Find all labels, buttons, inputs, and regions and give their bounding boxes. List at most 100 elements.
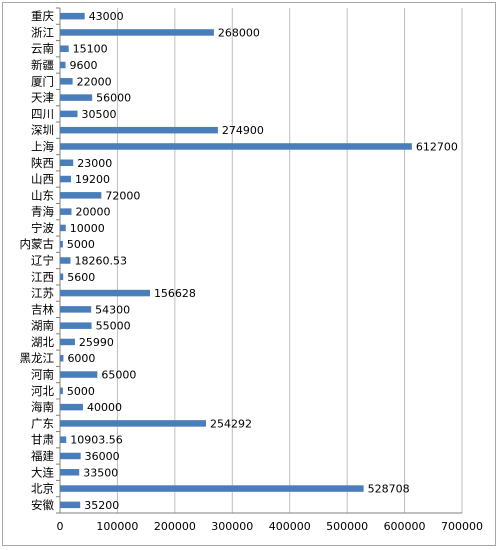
- bar: [60, 94, 93, 101]
- bar: [60, 322, 92, 329]
- x-tick-label: 100000: [96, 520, 138, 533]
- bar-chart: 0 100000 200000 300000 400000 500000 600000 700…: [20, 7, 483, 533]
- bar: [60, 45, 69, 52]
- data-label: 25990: [79, 336, 114, 349]
- data-label: 54300: [95, 303, 130, 316]
- category-label: 新疆: [31, 58, 54, 72]
- data-label: 528708: [368, 483, 410, 496]
- data-label: 65000: [101, 369, 136, 382]
- category-label: 海南: [31, 400, 54, 414]
- data-label: 5000: [67, 238, 95, 251]
- category-label: 河北: [31, 384, 54, 398]
- chart-frame: 0 100000 200000 300000 400000 500000 600000 700…: [2, 2, 496, 546]
- category-label: 陕西: [31, 156, 54, 170]
- category-label: 深圳: [31, 123, 54, 137]
- bar: [60, 452, 81, 460]
- data-label: 43000: [89, 10, 124, 23]
- category-label: 辽宁: [31, 254, 54, 268]
- category-label: 内蒙古: [20, 237, 55, 251]
- bar: [60, 126, 218, 134]
- bar: [60, 257, 71, 264]
- data-label: 36000: [85, 450, 120, 463]
- bar: [60, 338, 75, 346]
- x-tick-label: 400000: [269, 520, 311, 533]
- bar: [60, 143, 412, 150]
- bar: [60, 403, 83, 411]
- data-label: 40000: [87, 401, 122, 414]
- data-label: 274900: [222, 124, 264, 137]
- data-label: 612700: [416, 140, 458, 153]
- bar: [60, 420, 207, 427]
- bar: [60, 371, 98, 378]
- category-label: 北京: [31, 482, 54, 496]
- bar: [60, 289, 150, 297]
- category-label: 大连: [31, 465, 54, 479]
- x-tick-label: 700000: [441, 520, 483, 533]
- data-label: 19200: [75, 173, 110, 186]
- bar: [60, 354, 64, 362]
- x-tick-label: 300000: [211, 520, 253, 533]
- data-label: 5000: [67, 385, 95, 398]
- data-label: 156628: [154, 287, 196, 300]
- data-label: 10903.56: [70, 434, 123, 447]
- category-label: 吉林: [31, 302, 54, 316]
- category-label: 浙江: [31, 25, 54, 39]
- category-label: 厦门: [31, 74, 54, 88]
- data-label: 6000: [67, 352, 95, 365]
- data-label: 268000: [218, 26, 260, 39]
- category-label: 广东: [31, 416, 54, 430]
- bar: [60, 110, 78, 118]
- bar: [60, 12, 85, 20]
- data-label: 23000: [77, 157, 112, 170]
- category-label: 宁波: [31, 221, 54, 235]
- bar: [60, 175, 72, 183]
- bar: [60, 240, 63, 248]
- data-label: 35200: [84, 499, 119, 512]
- bar: [60, 306, 92, 313]
- data-label: 22000: [77, 75, 112, 88]
- data-label: 55000: [96, 320, 131, 333]
- category-label: 天津: [31, 91, 54, 105]
- x-tick-label: 200000: [154, 520, 196, 533]
- data-label: 9600: [70, 59, 98, 72]
- data-label: 15100: [73, 43, 108, 56]
- data-label: 30500: [82, 108, 117, 121]
- category-label: 湖南: [31, 319, 54, 333]
- x-tick-label: 600000: [384, 520, 426, 533]
- category-label: 湖北: [31, 335, 54, 349]
- bar: [60, 61, 66, 69]
- category-label: 江苏: [31, 286, 54, 300]
- x-tick-label: 500000: [326, 520, 368, 533]
- category-label: 江西: [31, 270, 54, 284]
- category-label: 黑龙江: [20, 351, 55, 365]
- bar: [60, 485, 364, 492]
- bar: [60, 29, 214, 36]
- data-label: 72000: [105, 189, 140, 202]
- x-tick-label: 0: [57, 520, 64, 533]
- bar: [60, 387, 63, 395]
- bar: [60, 78, 73, 85]
- data-label: 5600: [67, 271, 95, 284]
- category-label: 上海: [31, 139, 54, 153]
- bar: [60, 436, 67, 443]
- data-label: 33500: [83, 466, 118, 479]
- data-label: 254292: [210, 417, 252, 430]
- category-label: 四川: [31, 107, 54, 121]
- category-label: 福建: [31, 449, 54, 463]
- bar: [60, 208, 72, 215]
- data-label: 20000: [75, 206, 110, 219]
- bar: [60, 224, 66, 232]
- category-label: 山东: [31, 188, 54, 202]
- data-label: 56000: [96, 92, 131, 105]
- category-label: 河南: [31, 368, 54, 382]
- bar: [60, 273, 64, 281]
- category-label: 云南: [31, 42, 54, 56]
- bar: [60, 469, 80, 476]
- category-label: 重庆: [31, 9, 54, 23]
- bar: [60, 192, 102, 199]
- category-label: 甘肃: [31, 433, 54, 447]
- data-label: 10000: [70, 222, 105, 235]
- category-label: 安徽: [31, 498, 54, 512]
- category-label: 青海: [31, 205, 54, 219]
- bar: [60, 159, 74, 167]
